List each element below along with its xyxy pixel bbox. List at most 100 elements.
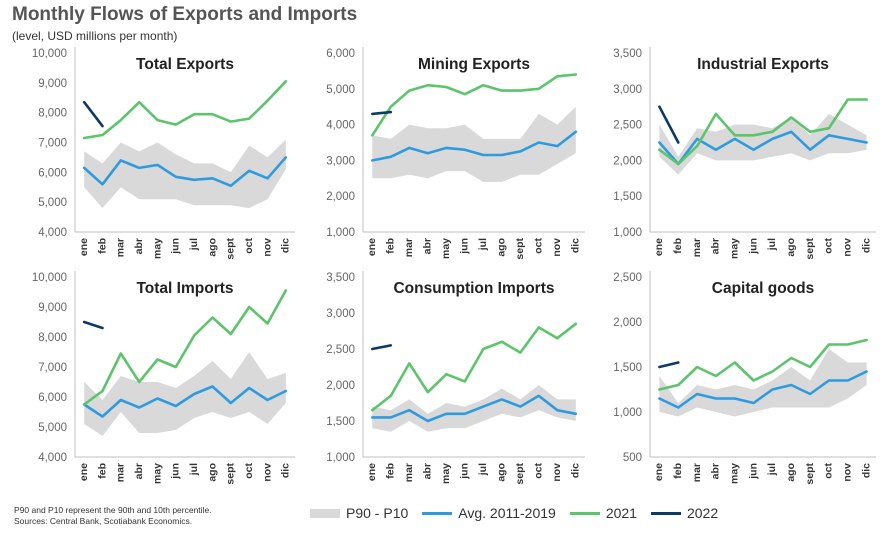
x-tick-label: nov [842, 238, 854, 257]
legend-label-band: P90 - P10 [346, 505, 409, 521]
x-tick-label: dic [570, 238, 582, 253]
x-tick-label: oct [533, 462, 545, 478]
x-tick-label: feb [672, 238, 684, 254]
x-tick-label: mar [403, 238, 415, 257]
y-tick-label: 7,000 [38, 362, 67, 374]
legend-label-2021: 2021 [605, 505, 637, 521]
y-tick-label: 1,000 [613, 227, 642, 239]
series-line-y2022 [370, 110, 393, 116]
y-tick-label: 9,000 [38, 78, 67, 90]
x-tick-label: ago [496, 463, 508, 482]
y-tick-label: 3,500 [613, 48, 642, 60]
chart-title: Industrial Exports [697, 56, 829, 73]
series-line-avg [82, 156, 288, 188]
y-tick-label: 5,000 [38, 422, 67, 434]
y-tick-label: 2,500 [613, 272, 642, 284]
y-tick-label: 500 [623, 452, 642, 464]
x-tick-label: sept [225, 463, 237, 485]
x-tick-label: mar [115, 463, 127, 482]
x-tick-label: jul [766, 463, 778, 476]
legend-swatch-band [310, 508, 340, 518]
legend: P90 - P10 Avg. 2011-2019 2021 2022 [310, 505, 732, 521]
y-tick-label: 10,000 [32, 48, 67, 60]
x-tick-label: jun [747, 463, 759, 480]
y-tick-label: 4,000 [38, 227, 67, 239]
x-tick-label: feb [96, 463, 108, 479]
x-tick-label: ago [206, 463, 218, 482]
x-tick-label: ago [496, 238, 508, 257]
y-tick-label: 1,000 [326, 452, 355, 464]
x-tick-label: ene [78, 238, 90, 256]
y-tick-label: 1,500 [613, 362, 642, 374]
x-tick-label: may [440, 463, 452, 484]
x-tick-label: sept [514, 463, 526, 485]
footnote-sources: Sources: Central Bank, Scotiabank Econom… [14, 516, 193, 526]
y-tick-label: 4,000 [326, 120, 355, 132]
chart-panel: 4,000 5,000 6,000 7,000 8,000 9,000 10,000 ene f… [32, 271, 295, 485]
series-line-y2022 [82, 100, 104, 128]
series-line-y2021 [82, 80, 288, 140]
footnote-percentile: P90 and P10 represent the 90th and 10th … [14, 505, 212, 515]
x-tick-label: jun [747, 238, 759, 255]
legend-swatch-2021 [569, 511, 600, 515]
x-tick-label: oct [823, 462, 835, 478]
y-tick-label: 2,000 [326, 380, 355, 392]
legend-item-2022: 2022 [650, 505, 719, 521]
x-tick-label: mar [691, 238, 703, 257]
percentile-band [372, 106, 576, 182]
percentile-band [659, 349, 867, 417]
chart-title: Total Imports [136, 280, 233, 297]
legend-label-2022: 2022 [686, 505, 719, 521]
chart-title: Total Exports [136, 56, 234, 73]
series-line-avg [658, 130, 868, 166]
chart-title: Consumption Imports [393, 280, 554, 297]
x-tick-label: dic [280, 238, 292, 253]
series-line-avg [658, 370, 868, 409]
x-tick-label: mar [691, 463, 703, 482]
x-tick-label: ago [785, 238, 797, 257]
chart-title: Capital goods [712, 280, 814, 297]
series-line-y2021 [658, 338, 868, 391]
page-title: Monthly Flows of Exports and Imports [12, 4, 358, 25]
x-tick-label: oct [823, 237, 835, 253]
y-tick-label: 6,000 [38, 167, 67, 179]
x-tick-label: nov [551, 238, 563, 257]
percentile-band [84, 139, 286, 209]
y-tick-label: 9,000 [38, 302, 67, 314]
y-tick-label: 1,500 [326, 416, 355, 428]
series-line-y2022 [658, 361, 680, 369]
y-tick-label: 2,500 [326, 344, 355, 356]
y-tick-label: 1,000 [326, 227, 355, 239]
series-line-y2022 [370, 344, 393, 351]
x-tick-label: may [151, 238, 163, 259]
y-tick-label: 2,500 [613, 120, 642, 132]
x-tick-label: jun [170, 238, 182, 255]
series-line-y2021 [370, 322, 578, 412]
x-tick-label: may [729, 238, 741, 259]
x-tick-label: abr [133, 463, 145, 479]
x-tick-label: jul [477, 463, 489, 476]
x-tick-label: sept [804, 463, 816, 485]
y-tick-label: 5,000 [326, 84, 355, 96]
x-tick-label: ago [206, 238, 218, 257]
series-line-avg [370, 130, 578, 162]
y-tick-label: 10,000 [32, 272, 67, 284]
x-tick-label: jul [766, 238, 778, 251]
chart-panel: 4,000 5,000 6,000 7,000 8,000 9,000 10,000 ene f… [32, 47, 295, 260]
y-tick-label: 3,000 [613, 84, 642, 96]
series-line-avg [82, 385, 288, 418]
x-tick-label: nov [261, 463, 273, 482]
y-tick-label: 3,500 [326, 272, 355, 284]
y-tick-label: 1,500 [613, 191, 642, 203]
x-tick-label: dic [570, 463, 582, 478]
x-tick-label: feb [385, 238, 397, 254]
x-tick-label: jul [477, 238, 489, 251]
percentile-band [84, 352, 286, 436]
x-tick-label: may [729, 463, 741, 484]
y-tick-label: 3,000 [326, 155, 355, 167]
